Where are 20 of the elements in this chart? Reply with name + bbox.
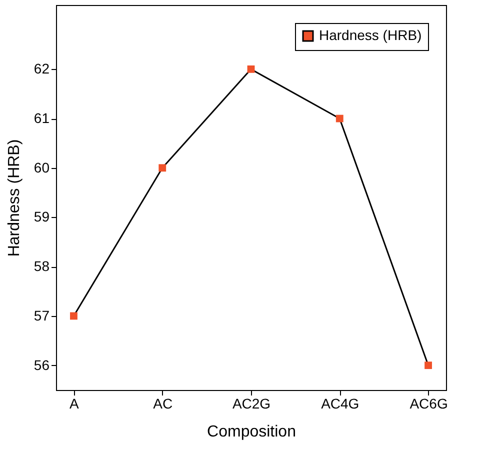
- point: [70, 312, 78, 320]
- point: [424, 362, 432, 370]
- point: [247, 65, 255, 73]
- y-tick-label: 61: [34, 110, 50, 126]
- y-tick-label: 57: [34, 307, 50, 324]
- y-tick-label: 58: [34, 258, 50, 274]
- legend-label: Hardness (HRB): [319, 27, 422, 43]
- y-tick-label: 56: [34, 356, 50, 373]
- y-axis-title: Hardness (HRB): [6, 139, 23, 257]
- x-tick-label: AC2G: [232, 396, 271, 412]
- x-axis-title: Composition: [207, 424, 296, 440]
- y-tick-label: 59: [34, 208, 50, 225]
- point: [158, 164, 166, 172]
- x-tick-label: AC4G: [321, 396, 360, 412]
- y-tick-label: 62: [34, 60, 50, 77]
- x-tick-label: AC: [153, 396, 173, 412]
- x-tick-label: AC6G: [410, 396, 448, 412]
- point: [336, 114, 344, 122]
- y-tick-label: 60: [34, 159, 50, 176]
- x-tick-label: A: [70, 396, 80, 412]
